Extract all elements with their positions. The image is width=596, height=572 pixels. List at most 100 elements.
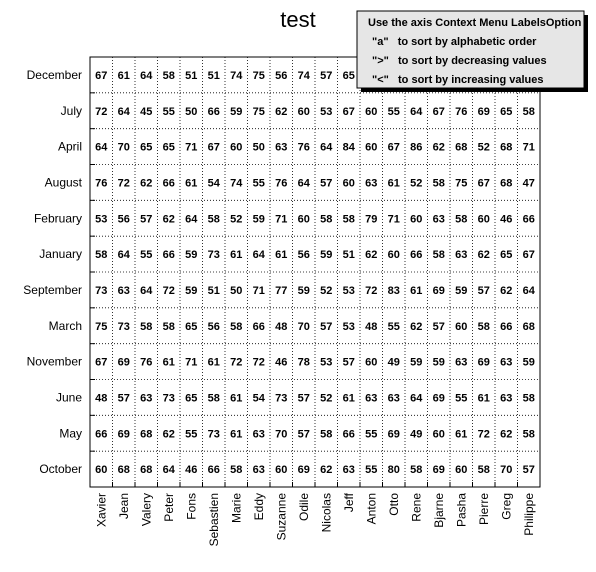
cell-value: 72 [478, 428, 490, 440]
cell-value: 58 [320, 213, 332, 225]
x-axis-label: Pasha [454, 493, 468, 527]
cell-value: 57 [320, 177, 332, 189]
cell-value: 69 [118, 357, 130, 369]
x-axis-label: Sebastien [207, 493, 221, 546]
cell-value: 66 [208, 464, 220, 476]
cell-value: 69 [478, 357, 490, 369]
cell-value: 58 [478, 464, 490, 476]
cell-value: 66 [95, 428, 107, 440]
cell-value: 58 [140, 321, 152, 333]
x-axis-label: Fons [184, 493, 198, 520]
cell-value: 69 [433, 392, 445, 404]
cell-value: 58 [230, 321, 242, 333]
cell-value: 63 [388, 392, 400, 404]
y-axis-label: May [59, 426, 82, 440]
cell-value: 60 [388, 249, 400, 261]
cell-value: 60 [478, 213, 490, 225]
y-axis-label: November [27, 355, 82, 369]
cell-value: 46 [185, 464, 197, 476]
cell-value: 59 [298, 285, 310, 297]
cell-value: 57 [298, 428, 310, 440]
cell-value: 59 [410, 357, 422, 369]
cell-value: 52 [320, 392, 332, 404]
x-axis-label: Xavier [94, 493, 108, 527]
x-axis-label: Nicolas [319, 493, 333, 532]
cell-value: 76 [298, 142, 310, 154]
cell-value: 65 [140, 142, 152, 154]
cell-value: 49 [410, 428, 422, 440]
cell-value: 67 [433, 106, 445, 118]
cell-value: 57 [320, 70, 332, 82]
cell-value: 65 [343, 70, 355, 82]
legend-line: "<" to sort by increasing values [372, 74, 544, 86]
cell-value: 68 [140, 464, 152, 476]
x-axis-label: Pierre [477, 493, 491, 525]
cell-value: 51 [185, 70, 197, 82]
cell-value: 46 [500, 213, 512, 225]
cell-value: 55 [185, 428, 197, 440]
cell-value: 55 [455, 392, 467, 404]
cell-value: 55 [388, 321, 400, 333]
cell-value: 50 [253, 142, 265, 154]
cell-value: 52 [410, 177, 422, 189]
cell-value: 70 [118, 142, 130, 154]
cell-value: 77 [275, 285, 287, 297]
cell-value: 58 [163, 70, 175, 82]
cell-value: 70 [298, 321, 310, 333]
cell-value: 72 [118, 177, 130, 189]
cell-value: 52 [320, 285, 332, 297]
cell-value: 59 [455, 285, 467, 297]
cell-value: 72 [365, 285, 377, 297]
x-axis-label: Suzanne [274, 493, 288, 541]
cell-value: 86 [410, 142, 422, 154]
cell-value: 59 [320, 249, 332, 261]
x-axis-label: Peter [162, 493, 176, 522]
cell-value: 60 [365, 357, 377, 369]
cell-value: 63 [253, 428, 265, 440]
cell-value: 58 [230, 464, 242, 476]
cell-value: 53 [343, 285, 355, 297]
cell-value: 64 [253, 249, 266, 261]
cell-value: 69 [388, 428, 400, 440]
cell-value: 58 [208, 213, 220, 225]
legend-box: Use the axis Context Menu LabelsOption "a… [356, 10, 588, 92]
cell-value: 53 [95, 213, 107, 225]
cell-value: 73 [95, 285, 107, 297]
cell-value: 59 [523, 357, 535, 369]
y-axis-label: August [45, 175, 83, 189]
x-axis-label: Odile [297, 493, 311, 521]
cell-value: 60 [298, 106, 310, 118]
x-axis-label: Jeff [342, 492, 356, 512]
cell-value: 65 [500, 249, 512, 261]
cell-value: 71 [388, 213, 400, 225]
cell-value: 60 [298, 213, 310, 225]
x-axis-label: Greg [499, 493, 513, 520]
cell-value: 54 [253, 392, 266, 404]
cell-value: 61 [118, 70, 130, 82]
cell-value: 66 [343, 428, 355, 440]
cell-value: 57 [523, 464, 535, 476]
cell-value: 71 [185, 142, 197, 154]
y-axis-label: March [49, 319, 82, 333]
y-axis-label: October [39, 462, 82, 476]
cell-value: 57 [298, 392, 310, 404]
cell-value: 51 [208, 285, 220, 297]
cell-value: 65 [185, 321, 197, 333]
cell-value: 73 [208, 428, 220, 440]
cell-value: 71 [523, 142, 535, 154]
cell-value: 64 [185, 213, 198, 225]
cell-value: 61 [208, 357, 220, 369]
cell-value: 57 [343, 357, 355, 369]
cell-value: 55 [253, 177, 265, 189]
cell-value: 59 [433, 357, 445, 369]
cell-value: 58 [163, 321, 175, 333]
cell-value: 63 [455, 249, 467, 261]
cell-value: 74 [230, 70, 243, 82]
y-axis-label: June [56, 390, 82, 404]
cell-value: 74 [230, 177, 243, 189]
cell-value: 64 [410, 392, 423, 404]
cell-value: 72 [230, 357, 242, 369]
cell-value: 52 [478, 142, 490, 154]
cell-value: 67 [478, 177, 490, 189]
